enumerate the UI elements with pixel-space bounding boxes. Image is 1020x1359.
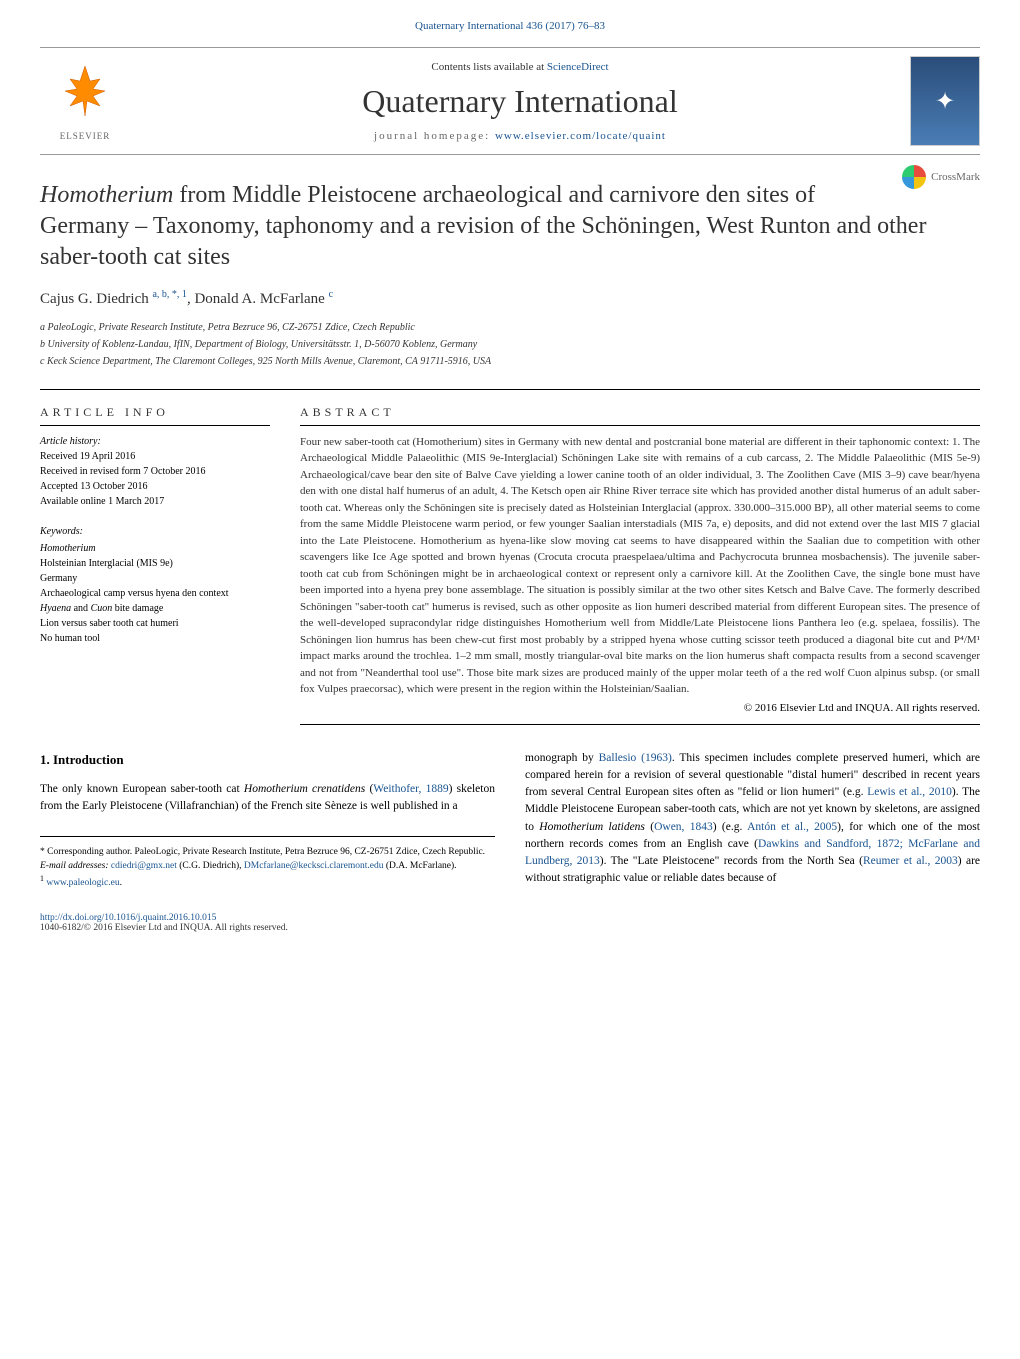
issue-reference[interactable]: Quaternary International 436 (2017) 76–8… [40,20,980,32]
left-column: 1. Introduction The only known European … [40,750,495,898]
journal-cover-thumbnail[interactable]: ✦ [910,56,980,146]
cover-emblem-icon: ✦ [935,87,955,116]
abstract-text: Four new saber-tooth cat (Homotherium) s… [300,434,980,698]
abstract-copyright: © 2016 Elsevier Ltd and INQUA. All right… [300,702,980,714]
sciencedirect-link[interactable]: ScienceDirect [547,61,609,73]
abstract-column: ABSTRACT Four new saber-tooth cat (Homot… [300,405,980,725]
email-link-2[interactable]: DMcfarlane@kecksci.claremont.edu [244,861,384,871]
right-column: monograph by Ballesio (1963). This speci… [525,750,980,898]
elsevier-logo[interactable]: ELSEVIER [40,56,130,146]
article-title: Homotherium from Middle Pleistocene arch… [40,180,980,274]
header-center: Contents lists available at ScienceDirec… [130,61,910,142]
keyword-item: Holsteinian Interglacial (MIS 9e) [40,556,270,571]
email-link-1[interactable]: cdiedri@gmx.net [111,861,177,871]
elsevier-name: ELSEVIER [60,131,111,141]
paleologic-link[interactable]: www.paleologic.eu [46,878,119,888]
abstract-divider [300,724,980,725]
crossmark-label: CrossMark [931,171,980,183]
keywords-block: Keywords: Homotherium Holsteinian Interg… [40,524,270,646]
doi-link[interactable]: http://dx.doi.org/10.1016/j.quaint.2016.… [40,913,216,923]
affiliations-block: a PaleoLogic, Private Research Institute… [40,320,980,369]
contents-available-line: Contents lists available at ScienceDirec… [130,61,910,73]
history-label: Article history: [40,436,101,447]
keyword-item: Homotherium [40,541,270,556]
journal-title: Quaternary International [130,83,910,120]
received-date: Received 19 April 2016 [40,451,135,462]
footnotes-block: * Corresponding author. PaleoLogic, Priv… [40,836,495,891]
article-history: Article history: Received 19 April 2016 … [40,434,270,509]
keywords-label: Keywords: [40,524,270,539]
crossmark-icon [902,165,926,189]
article-info-column: ARTICLE INFO Article history: Received 1… [40,405,270,725]
introduction-heading: 1. Introduction [40,750,495,770]
email-addresses-line: E-mail addresses: cdiedri@gmx.net (C.G. … [40,859,495,873]
keyword-item: No human tool [40,631,270,646]
website-footnote: 1 www.paleologic.eu. [40,873,495,890]
corresponding-author-note: * Corresponding author. PaleoLogic, Priv… [40,845,495,859]
journal-homepage-line: journal homepage: www.elsevier.com/locat… [130,130,910,142]
keyword-item: Archaeological camp versus hyena den con… [40,586,270,601]
ref-link[interactable]: Weithofer, 1889 [373,783,448,795]
crossmark-badge[interactable]: CrossMark [902,165,980,189]
elsevier-tree-icon [55,61,115,131]
article-info-heading: ARTICLE INFO [40,405,270,426]
online-date: Available online 1 March 2017 [40,496,164,507]
intro-paragraph-right: monograph by Ballesio (1963). This speci… [525,750,980,888]
ref-link[interactable]: Ballesio (1963) [599,752,672,764]
journal-header-bar: ELSEVIER Contents lists available at Sci… [40,47,980,155]
accepted-date: Accepted 13 October 2016 [40,481,147,492]
ref-link[interactable]: Reumer et al., 2003 [863,855,958,867]
issn-copyright: 1040-6182/© 2016 Elsevier Ltd and INQUA.… [40,923,288,933]
ref-link[interactable]: Lewis et al., 2010 [867,786,952,798]
footer-metadata: http://dx.doi.org/10.1016/j.quaint.2016.… [40,913,980,933]
authors-line: Cajus G. Diedrich a, b, *, 1, Donald A. … [40,289,980,308]
revised-date: Received in revised form 7 October 2016 [40,466,206,477]
ref-link[interactable]: Antón et al., 2005 [747,821,837,833]
ref-link[interactable]: Owen, 1843 [654,821,713,833]
intro-paragraph-left: The only known European saber-tooth cat … [40,781,495,816]
body-columns: 1. Introduction The only known European … [40,750,980,898]
keyword-item: Lion versus saber tooth cat humeri [40,616,270,631]
journal-homepage-link[interactable]: www.elsevier.com/locate/quaint [495,130,666,142]
affiliation-a: a PaleoLogic, Private Research Institute… [40,320,980,335]
info-abstract-row: ARTICLE INFO Article history: Received 1… [40,389,980,725]
affiliation-c: c Keck Science Department, The Claremont… [40,354,980,369]
affiliation-b: b University of Koblenz-Landau, IfIN, De… [40,337,980,352]
abstract-heading: ABSTRACT [300,405,980,426]
keyword-item: Germany [40,571,270,586]
keyword-item: Hyaena and Cuon bite damage [40,601,270,616]
